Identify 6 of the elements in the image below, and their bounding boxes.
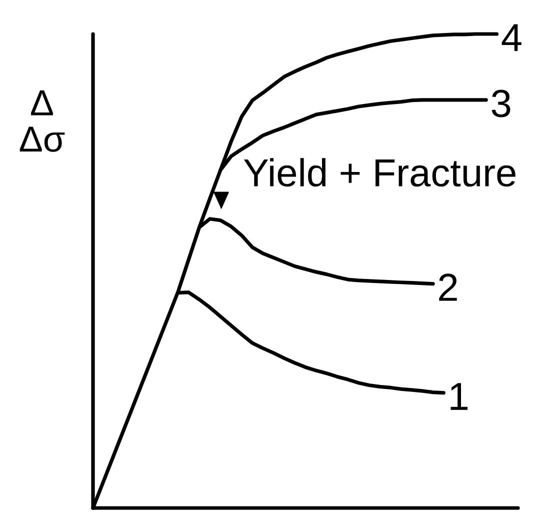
annotation: Yield + Fracture (244, 158, 516, 187)
series-label: 2 (439, 274, 457, 301)
y-axis-title: Δ Δσ (20, 90, 65, 152)
series-label: 1 (450, 383, 468, 410)
series-label: 4 (502, 24, 522, 51)
series-label: 3 (492, 90, 510, 118)
